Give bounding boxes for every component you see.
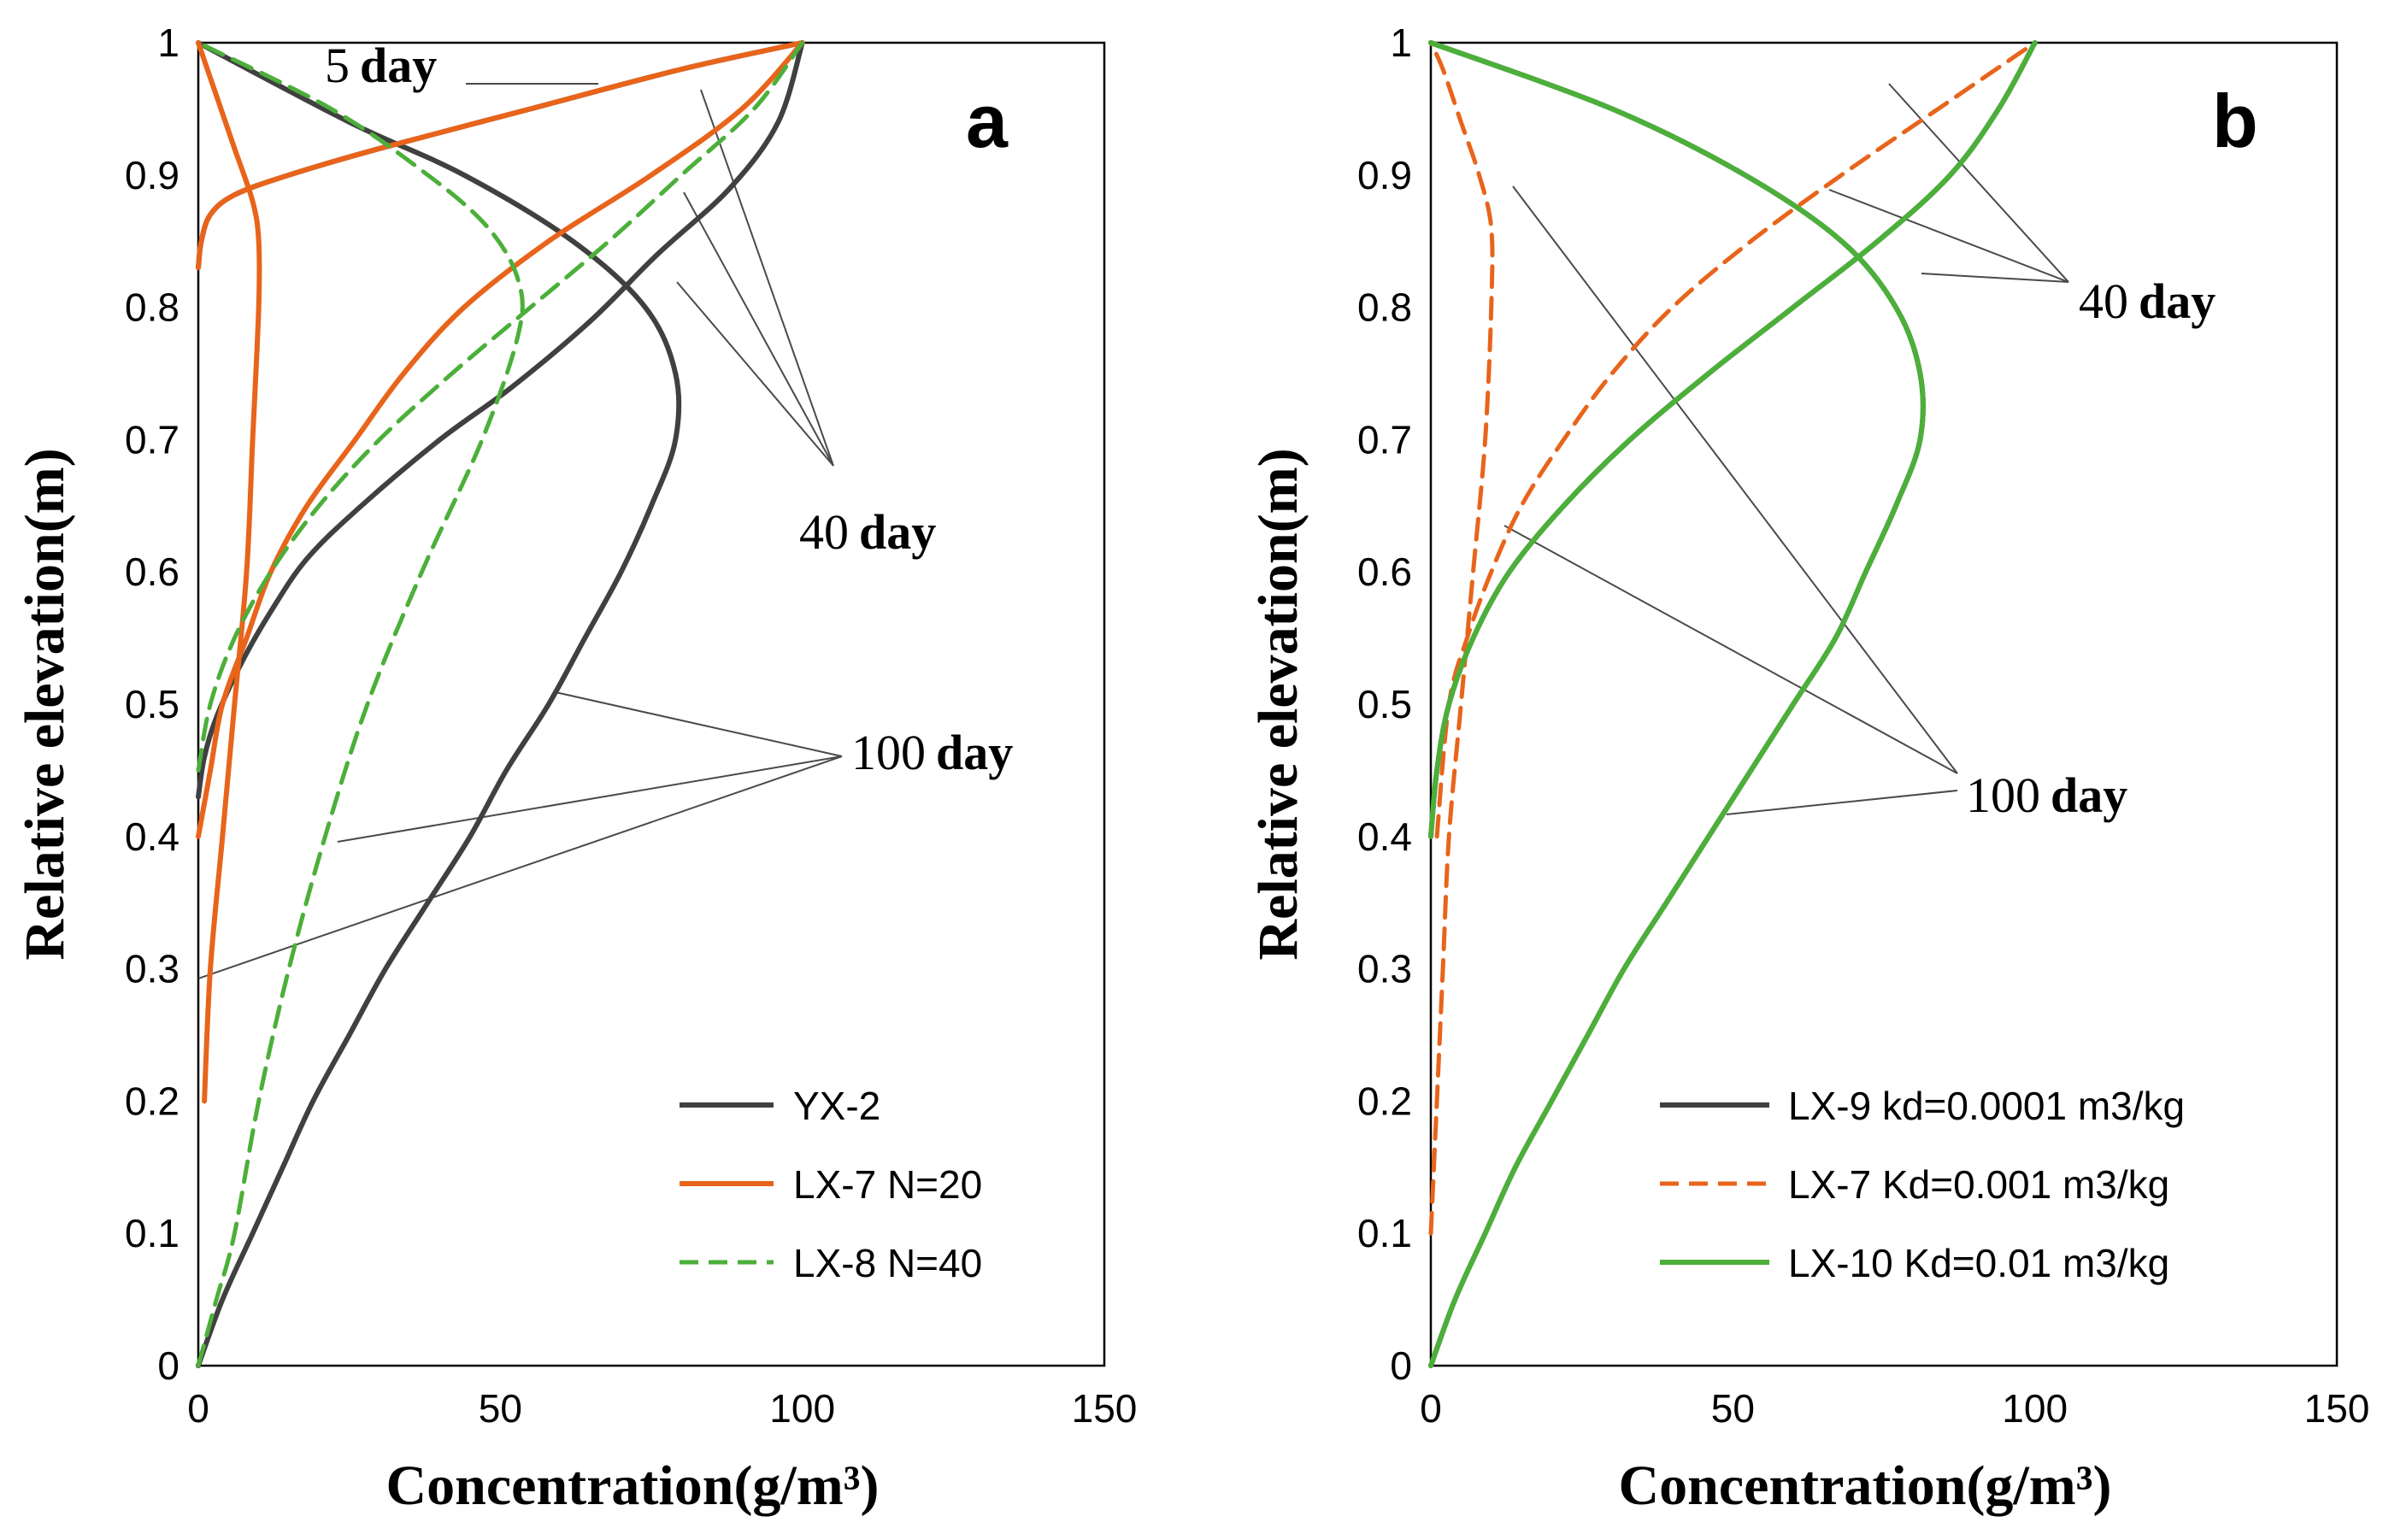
leader-line	[1503, 525, 1958, 774]
y-tick-label: 0.2	[1357, 1079, 1412, 1123]
y-tick-label: 0.9	[1357, 153, 1412, 197]
y-tick-label: 0.2	[125, 1079, 179, 1123]
legend-label-lx-9: LX-9 kd=0.0001 m3/kg	[1788, 1084, 2185, 1128]
x-axis-title-a: Concentration(g/m³)	[385, 1455, 879, 1517]
series-line-lx-8-n-40-40-day	[196, 40, 805, 773]
y-tick-label: 0.1	[125, 1211, 179, 1255]
y-tick-label: 0.8	[1357, 285, 1412, 330]
y-tick-label: 1	[1390, 21, 1412, 65]
y-tick-label: 0.6	[125, 550, 179, 594]
y-tick-label: 0.9	[125, 153, 179, 197]
annotation-40-day-a: 40 day	[799, 504, 936, 560]
chart-panel-b: 00.10.20.30.40.50.60.70.80.91 0 50 100 150 …	[1247, 21, 2369, 1517]
annotation-100-day-a: 100 day	[851, 725, 1013, 780]
series-line-lx-7-kd-0-001-m3-kg-40-day	[1434, 40, 2038, 839]
y-tick-label: 0.7	[1357, 417, 1412, 461]
leader-lines-b	[1503, 83, 2069, 815]
y-tick-labels-b: 0 0.1 0.2 0.3 0.4 0.5 0.6 0.7 0.8 0.9 1	[1357, 21, 1412, 1388]
x-tick-label: 0	[187, 1386, 209, 1431]
legend-label-lx-7-b: LX-7 Kd=0.001 m3/kg	[1788, 1162, 2169, 1207]
series-line-lx-10-kd-0-01-m3-kg-100-day	[1428, 40, 1926, 1368]
series-line-lx-7-n-20-40-day	[196, 40, 805, 839]
annotation-100-day-b: 100 day	[1966, 767, 2127, 823]
y-tick-label: 0.5	[125, 682, 179, 726]
annotation-40-day-b: 40 day	[2079, 273, 2215, 329]
leader-lines-a	[197, 83, 843, 979]
x-tick-label: 150	[2304, 1386, 2370, 1431]
legend-label-lx-8: LX-8 N=40	[793, 1241, 982, 1285]
y-tick-label: 0.4	[1357, 814, 1412, 859]
x-tick-labels-a: 0 50 100 150	[187, 1386, 1137, 1431]
series-line-yx-2-100-day	[196, 40, 682, 1368]
panel-label-a: a	[966, 79, 1009, 163]
legend-b: LX-9 kd=0.0001 m3/kg LX-7 Kd=0.001 m3/kg…	[1660, 1084, 2185, 1285]
x-tick-label: 50	[1711, 1386, 1755, 1431]
y-tick-label: 0.3	[125, 947, 179, 991]
y-tick-label: 0.7	[125, 417, 179, 461]
series-line-lx-10-kd-0-01-m3-kg-40-day	[1428, 40, 2038, 839]
legend-label-lx-7: LX-7 N=20	[793, 1162, 982, 1207]
y-tick-label: 0.4	[125, 814, 179, 859]
y-tick-label: 1	[157, 21, 179, 65]
y-tick-label: 0.5	[1357, 682, 1412, 726]
x-tick-label: 50	[479, 1386, 522, 1431]
y-tick-label: 0	[1390, 1343, 1412, 1388]
leader-line	[337, 755, 843, 843]
x-axis-title-b: Concentration(g/m³)	[1618, 1455, 2111, 1517]
plot-area-b	[1429, 41, 2339, 1367]
y-tick-label: 0	[157, 1343, 179, 1388]
x-tick-labels-b: 0 50 100 150	[1420, 1386, 2369, 1431]
leader-line	[700, 89, 834, 467]
series-line-lx-7-kd-0-001-m3-kg-100-day	[1428, 40, 1495, 1236]
series-group-a	[196, 40, 805, 1368]
series-line-lx-8-n-40-100-day	[196, 40, 525, 1368]
leader-line	[676, 281, 834, 467]
series-line-lx-7-n-20-5-day	[196, 40, 805, 271]
x-tick-label: 100	[2002, 1386, 2068, 1431]
y-tick-label: 0.1	[1357, 1211, 1412, 1255]
y-axis-title-a: Relative elevation(m)	[14, 448, 76, 960]
x-tick-label: 100	[769, 1386, 835, 1431]
leader-line	[1921, 273, 2069, 283]
leader-line	[555, 691, 843, 757]
y-tick-label: 0.3	[1357, 947, 1412, 991]
series-line-lx-7-n-20-100-day	[196, 40, 262, 1104]
series-group-b	[1428, 40, 2038, 1368]
x-tick-label: 150	[1072, 1386, 1138, 1431]
legend-label-yx-2: YX-2	[793, 1084, 880, 1128]
legend-label-lx-10: LX-10 Kd=0.01 m3/kg	[1788, 1241, 2169, 1285]
panel-label-b: b	[2212, 79, 2258, 163]
y-tick-labels-a: 0 0.1 0.2 0.3 0.4 0.5 0.6 0.7 0.8 0.9 1	[125, 21, 179, 1388]
x-tick-label: 0	[1420, 1386, 1442, 1431]
leader-line	[1512, 185, 1958, 774]
leader-line	[1726, 790, 1958, 815]
leader-line	[1828, 189, 2069, 283]
leader-line	[197, 755, 843, 979]
y-tick-label: 0.6	[1357, 550, 1412, 594]
y-axis-title-b: Relative elevation(m)	[1247, 448, 1309, 960]
chart-panel-a: 00.10.20.30.40.50.60.70.80.91 0 50 100 150 …	[14, 21, 1137, 1517]
y-tick-label: 0.8	[125, 285, 179, 330]
leader-line	[1888, 83, 2069, 283]
annotation-5-day: 5 day	[325, 38, 437, 93]
legend-a: YX-2 LX-7 N=20 LX-8 N=40	[680, 1084, 982, 1285]
leader-line	[683, 191, 834, 467]
